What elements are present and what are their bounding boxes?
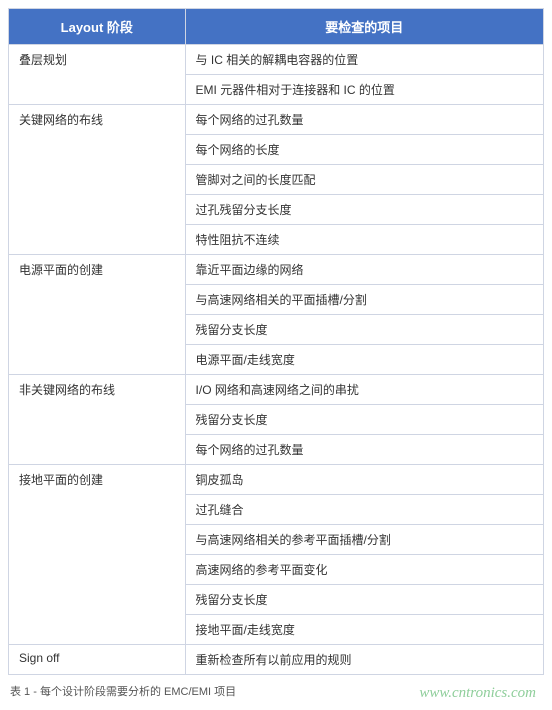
phase-cell: 非关键网络的布线 [9,375,186,465]
item-cell: 残留分支长度 [185,405,543,435]
item-cell: 与高速网络相关的平面插槽/分割 [185,285,543,315]
item-cell: 每个网络的过孔数量 [185,105,543,135]
item-cell: 残留分支长度 [185,585,543,615]
item-cell: 过孔残留分支长度 [185,195,543,225]
item-cell: 管脚对之间的长度匹配 [185,165,543,195]
table-row: 电源平面的创建靠近平面边缘的网络 [9,255,544,285]
item-cell: 残留分支长度 [185,315,543,345]
item-cell: 每个网络的长度 [185,135,543,165]
col-header-phase: Layout 阶段 [9,9,186,45]
phase-cell: 关键网络的布线 [9,105,186,255]
layout-phases-table: Layout 阶段 要检查的项目 叠层规划与 IC 相关的解耦电容器的位置EMI… [8,8,544,675]
phase-cell: 电源平面的创建 [9,255,186,375]
item-cell: 每个网络的过孔数量 [185,435,543,465]
item-cell: 特性阻抗不连续 [185,225,543,255]
item-cell: 与高速网络相关的参考平面插槽/分割 [185,525,543,555]
item-cell: EMI 元器件相对于连接器和 IC 的位置 [185,75,543,105]
col-header-items: 要检查的项目 [185,9,543,45]
item-cell: 铜皮孤岛 [185,465,543,495]
phase-cell: Sign off [9,645,186,675]
item-cell: I/O 网络和高速网络之间的串扰 [185,375,543,405]
item-cell: 过孔缝合 [185,495,543,525]
item-cell: 与 IC 相关的解耦电容器的位置 [185,45,543,75]
table-header-row: Layout 阶段 要检查的项目 [9,9,544,45]
table-row: 关键网络的布线每个网络的过孔数量 [9,105,544,135]
item-cell: 电源平面/走线宽度 [185,345,543,375]
item-cell: 靠近平面边缘的网络 [185,255,543,285]
item-cell: 重新检查所有以前应用的规则 [185,645,543,675]
table-row: Sign off重新检查所有以前应用的规则 [9,645,544,675]
phase-cell: 叠层规划 [9,45,186,105]
table-row: 非关键网络的布线I/O 网络和高速网络之间的串扰 [9,375,544,405]
table-row: 接地平面的创建铜皮孤岛 [9,465,544,495]
phase-cell: 接地平面的创建 [9,465,186,645]
item-cell: 接地平面/走线宽度 [185,615,543,645]
item-cell: 高速网络的参考平面变化 [185,555,543,585]
table-row: 叠层规划与 IC 相关的解耦电容器的位置 [9,45,544,75]
